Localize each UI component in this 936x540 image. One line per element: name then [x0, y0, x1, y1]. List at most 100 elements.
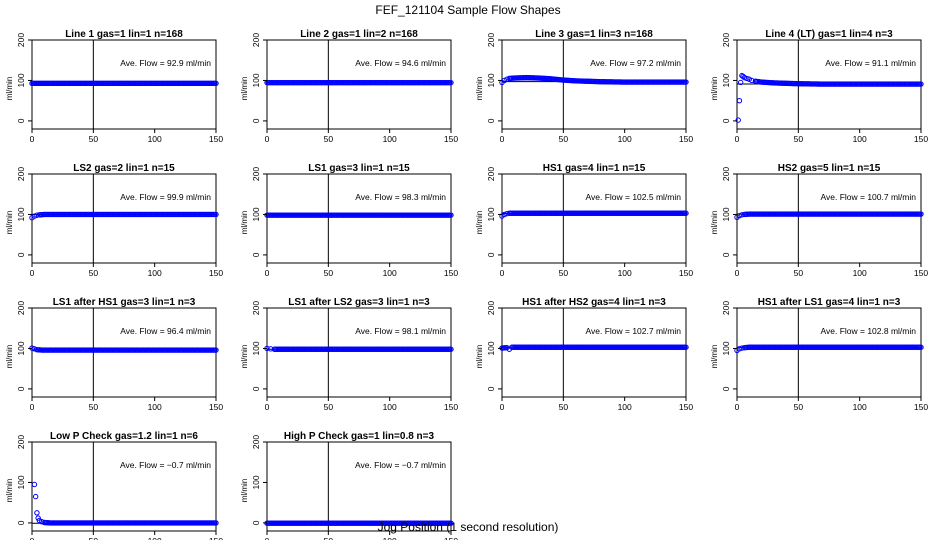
data-point	[267, 346, 274, 352]
panel-title: HS2 gas=5 lin=1 n=15	[778, 163, 881, 174]
x-tick-label: 50	[559, 134, 569, 144]
y-tick-label: 200	[486, 167, 496, 181]
data-point	[749, 77, 755, 84]
x-tick-label: 100	[618, 134, 632, 144]
average-flow-annotation: Ave. Flow = 99.9 ml/min	[120, 192, 211, 202]
y-tick-label: 100	[486, 341, 496, 355]
panel-title: LS2 gas=2 lin=1 n=15	[73, 163, 175, 174]
data-point	[741, 74, 748, 81]
data-point	[213, 347, 219, 353]
y-tick-label: 200	[251, 33, 261, 47]
x-tick-label: 50	[559, 268, 569, 278]
x-tick-label: 150	[209, 536, 223, 540]
data-point	[34, 212, 40, 218]
data-point	[504, 210, 510, 217]
data-point	[31, 213, 38, 219]
average-flow-annotation: Ave. Flow = 98.3 ml/min	[355, 192, 446, 202]
x-tick-label: 150	[444, 536, 458, 540]
y-tick-label: 200	[486, 33, 496, 47]
y-tick-label: 0	[721, 386, 731, 391]
y-axis-label: ml/min	[710, 211, 719, 235]
chart-panel: LS1 gas=3 lin=1 n=15 0 50 100 150 0 100 200 ml/m…	[240, 163, 458, 278]
x-tick-label: 50	[324, 134, 334, 144]
panel-title: Line 2 gas=1 lin=2 n=168	[300, 29, 418, 40]
y-axis-label: ml/min	[710, 345, 719, 369]
data-point	[34, 510, 40, 516]
x-tick-label: 100	[148, 402, 162, 412]
y-tick-label: 0	[16, 520, 26, 525]
x-tick-label: 100	[853, 268, 867, 278]
y-tick-label: 100	[251, 475, 261, 489]
x-tick-label: 100	[383, 402, 397, 412]
x-tick-label: 50	[559, 402, 569, 412]
plot-frame	[266, 173, 452, 264]
plot-frame	[266, 307, 452, 398]
average-flow-annotation: Ave. Flow = 91.1 ml/min	[825, 58, 916, 68]
y-tick-label: 200	[16, 301, 26, 315]
y-tick-label: 0	[486, 386, 496, 391]
y-axis-label: ml/min	[240, 345, 249, 369]
panel-title: LS1 gas=3 lin=1 n=15	[308, 163, 410, 174]
chart-panel: HS1 after LS1 gas=4 lin=1 n=3 0 50 100 150 0 1…	[710, 297, 928, 412]
x-tick-label: 0	[500, 268, 505, 278]
plot-frame	[266, 441, 452, 532]
data-point	[213, 211, 219, 218]
figure-title: FEF_121104 Sample Flow Shapes	[375, 3, 560, 17]
x-tick-label: 100	[618, 268, 632, 278]
average-flow-annotation: Ave. Flow = 92.9 ml/min	[120, 58, 211, 68]
y-axis-label: ml/min	[240, 479, 249, 503]
panel-title: LS1 after HS1 gas=3 lin=1 n=3	[53, 297, 196, 308]
plot-frame	[31, 441, 217, 532]
chart-panel: High P Check gas=1 lin=0.8 n=3 0 50 100 150 0…	[240, 431, 458, 540]
x-tick-label: 0	[265, 402, 270, 412]
data-point	[31, 481, 38, 488]
x-tick-label: 0	[265, 134, 270, 144]
x-tick-label: 50	[794, 134, 804, 144]
y-tick-label: 0	[16, 386, 26, 391]
panel-title: HS1 after HS2 gas=4 lin=1 n=3	[522, 297, 666, 308]
x-tick-label: 50	[324, 268, 334, 278]
chart-panel: HS1 gas=4 lin=1 n=15 0 50 100 150 0 100 200 ml/m…	[475, 163, 693, 278]
x-tick-label: 150	[679, 134, 693, 144]
chart-panel: LS2 gas=2 lin=1 n=15 0 50 100 150 0 100 200 ml/m…	[5, 163, 223, 278]
y-tick-label: 100	[251, 207, 261, 221]
y-tick-label: 100	[251, 73, 261, 87]
data-point	[32, 493, 39, 500]
average-flow-annotation: Ave. Flow = 98.1 ml/min	[355, 326, 446, 336]
panel-title: Low P Check gas=1.2 lin=1 n=6	[50, 431, 198, 442]
x-tick-label: 0	[30, 536, 35, 540]
y-tick-label: 0	[251, 520, 261, 525]
x-tick-label: 100	[148, 536, 162, 540]
y-tick-label: 200	[721, 33, 731, 47]
panel-title: Line 3 gas=1 lin=3 n=168	[535, 29, 653, 40]
y-tick-label: 0	[721, 252, 731, 257]
chart-panel: LS1 after LS2 gas=3 lin=1 n=3 0 50 100 150 0 1…	[240, 297, 458, 412]
y-tick-label: 100	[16, 207, 26, 221]
x-tick-label: 150	[914, 402, 928, 412]
x-tick-label: 100	[383, 134, 397, 144]
y-tick-label: 0	[16, 118, 26, 123]
data-point	[31, 346, 38, 352]
x-tick-label: 50	[324, 536, 334, 540]
y-tick-label: 200	[486, 301, 496, 315]
plot-frame	[736, 173, 922, 264]
y-tick-label: 200	[251, 301, 261, 315]
y-tick-label: 100	[486, 207, 496, 221]
data-point	[683, 210, 689, 216]
x-tick-label: 150	[209, 134, 223, 144]
y-axis-label: ml/min	[710, 77, 719, 101]
y-axis-label: ml/min	[5, 345, 14, 369]
average-flow-annotation: Ave. Flow = 100.7 ml/min	[820, 192, 916, 202]
y-tick-label: 0	[251, 118, 261, 123]
chart-panel: HS2 gas=5 lin=1 n=15 0 50 100 150 0 100 200 ml/m…	[710, 163, 928, 278]
x-tick-label: 50	[89, 536, 99, 540]
data-point	[736, 97, 743, 104]
y-axis-label: ml/min	[475, 77, 484, 101]
plot-frame	[31, 39, 217, 130]
y-tick-label: 100	[16, 341, 26, 355]
y-tick-label: 200	[251, 167, 261, 181]
data-point	[918, 211, 924, 217]
x-tick-label: 100	[383, 268, 397, 278]
x-tick-label: 100	[383, 536, 397, 540]
